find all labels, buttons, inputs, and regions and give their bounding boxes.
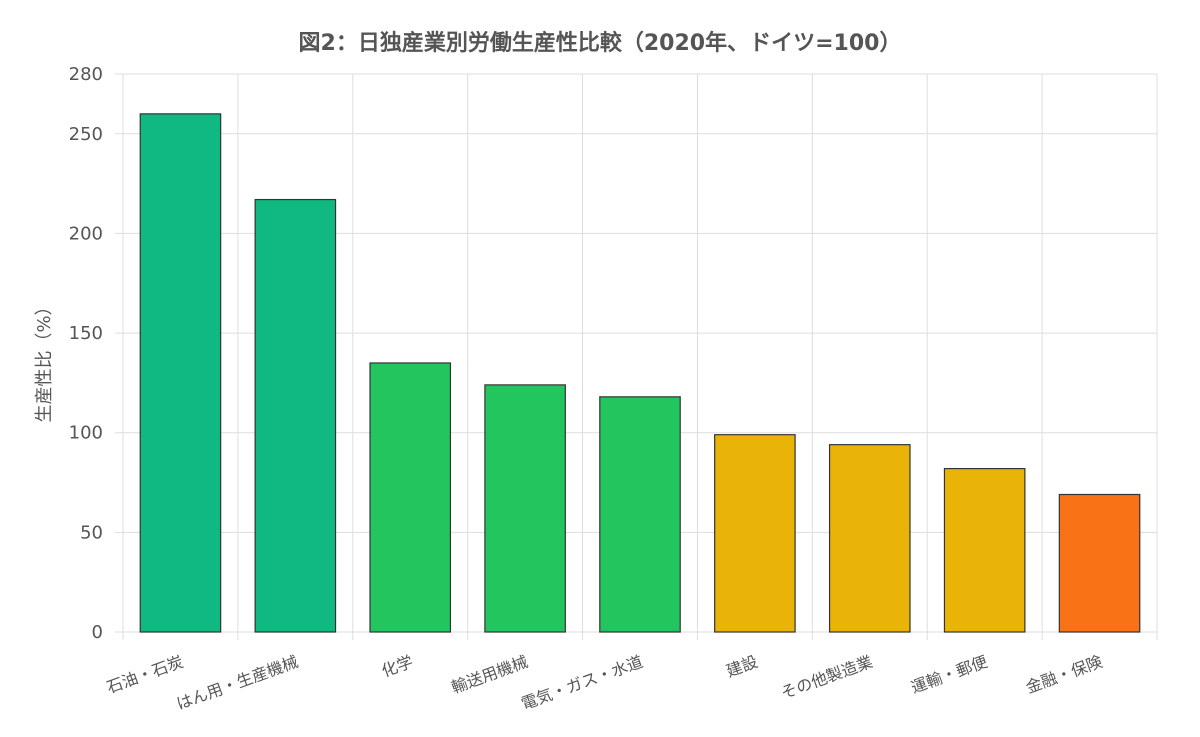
bar-4: [599, 396, 681, 633]
chart-title: 図2：日独産業別労働生産性比較（2020年、ドイツ=100）: [299, 30, 902, 56]
y-tick-label-5: 250: [69, 124, 103, 145]
x-tick-label-4: 電気・ガス・水道: [519, 652, 646, 714]
x-tick-label-6: その他製造業: [778, 652, 875, 703]
bar-6: [828, 444, 911, 633]
y-axis-label: 生産性比（%）: [34, 297, 55, 422]
bar-8: [1058, 493, 1141, 633]
x-tick-label-1: はん用・生産機械: [174, 652, 301, 714]
x-tick-label-2: 化学: [379, 652, 416, 681]
grid: [115, 73, 1158, 640]
y-ticks: 0 50 100 150 200 250 280: [69, 64, 103, 643]
bars: [139, 113, 1141, 633]
y-tick-label-4: 200: [69, 223, 103, 244]
y-tick-label-3: 150: [69, 323, 103, 344]
x-tick-label-0: 石油・石炭: [104, 652, 186, 697]
x-tick-label-3: 輸送用機械: [449, 652, 531, 697]
bar-3: [484, 384, 566, 633]
x-tick-label-5: 建設: [724, 652, 761, 681]
y-tick-label-6: 280: [69, 64, 103, 85]
y-tick-label-2: 100: [69, 423, 103, 444]
bar-1: [254, 198, 337, 633]
x-tick-label-7: 運輸・郵便: [908, 652, 990, 697]
bar-5: [714, 434, 796, 633]
x-tick-label-8: 金融・保険: [1023, 652, 1105, 697]
bar-0: [139, 113, 222, 633]
bar-7: [943, 467, 1026, 633]
y-tick-label-1: 50: [80, 522, 103, 543]
bar-2: [369, 362, 452, 633]
y-tick-label-0: 0: [92, 622, 103, 643]
